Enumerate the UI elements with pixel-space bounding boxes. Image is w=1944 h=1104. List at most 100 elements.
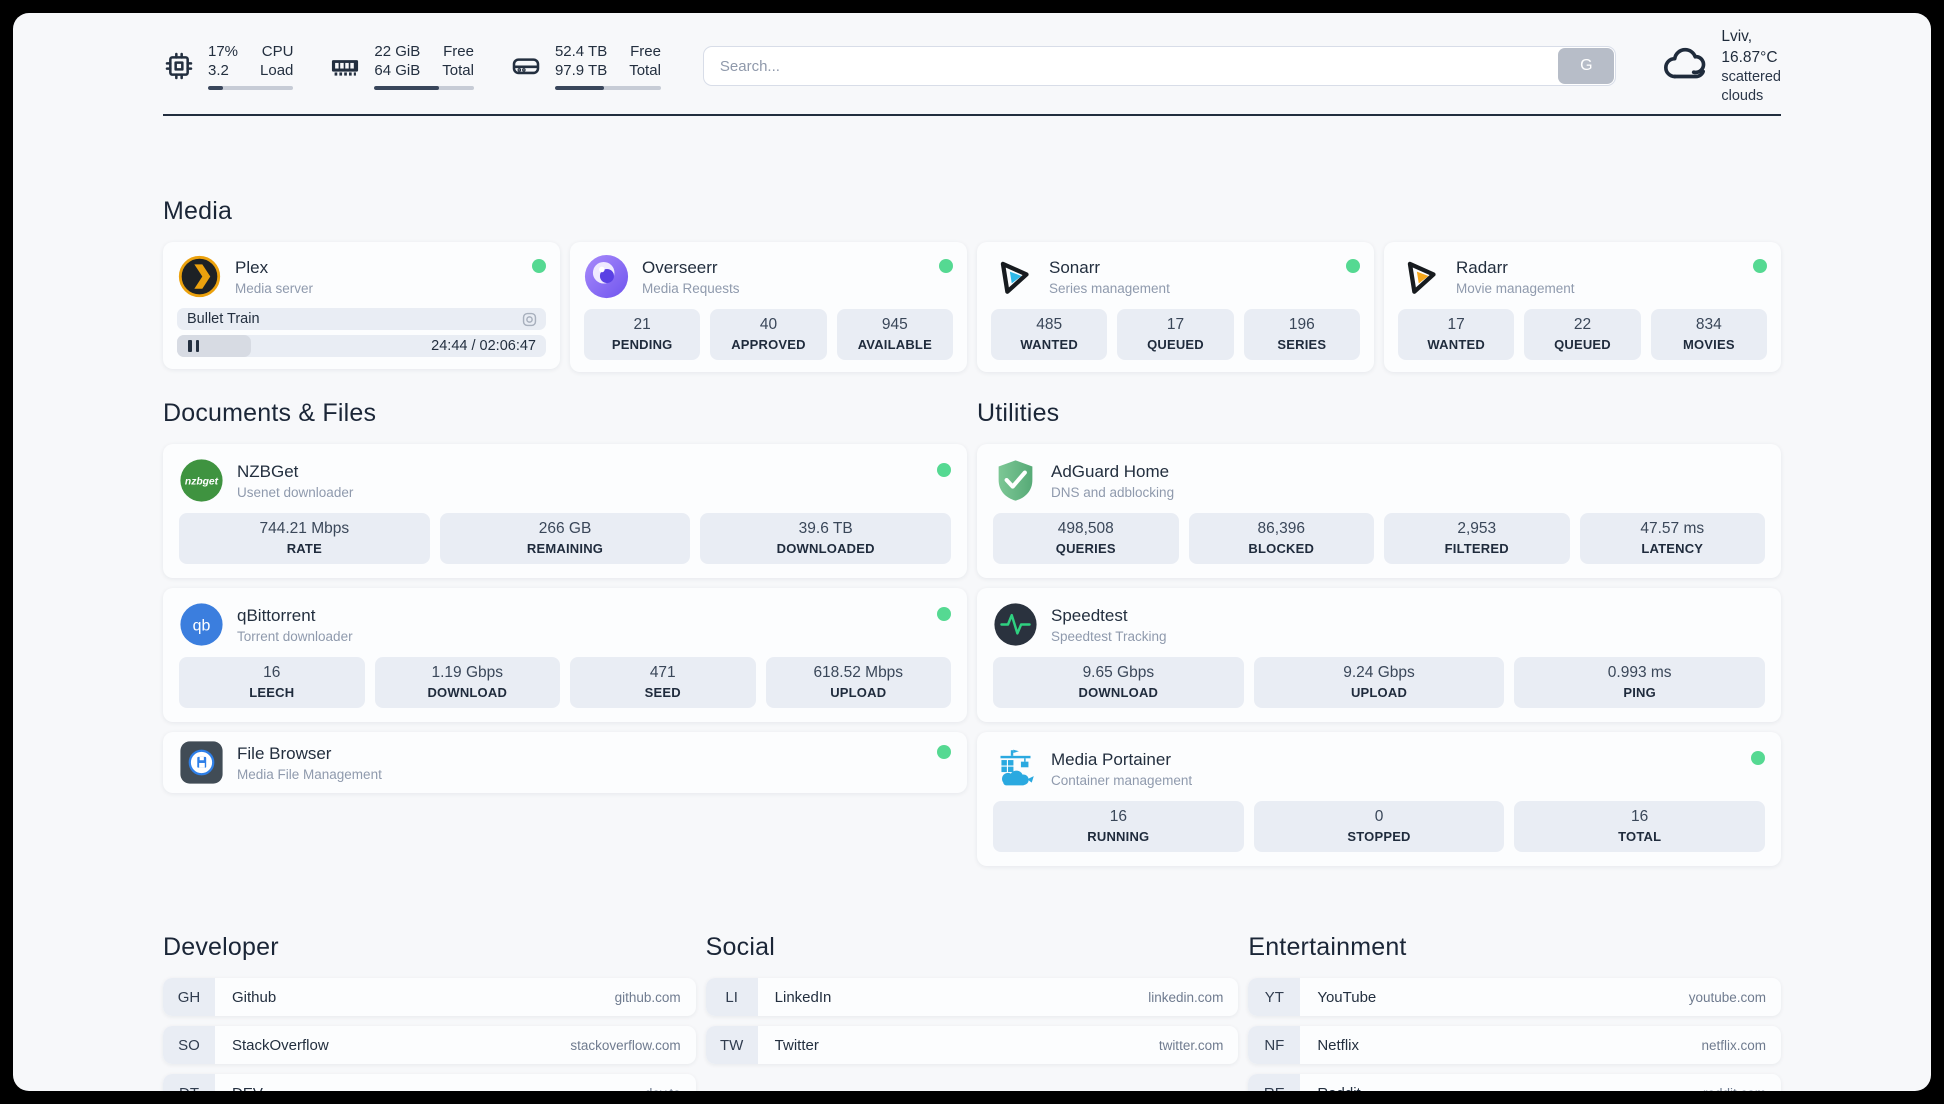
stat-value: 9.65 Gbps <box>1082 664 1155 681</box>
bookmark-stackoverflow[interactable]: SO StackOverflow stackoverflow.com <box>163 1026 696 1064</box>
stat-download: 1.19 Gbps DOWNLOAD <box>374 657 560 708</box>
bookmark-abbr: NF <box>1248 1026 1301 1064</box>
bookmark-twitter[interactable]: TW Twitter twitter.com <box>705 1026 1239 1064</box>
stat-queued: 17 QUEUED <box>1117 309 1234 360</box>
now-playing-progress[interactable]: 24:44 / 02:06:47 <box>177 335 546 357</box>
disk-icon <box>512 58 540 75</box>
app-name: Media Portainer <box>1051 749 1172 769</box>
search-bar: G <box>702 46 1617 86</box>
stat-latency: 47.57 ms LATENCY <box>1579 513 1765 564</box>
bookmark-url: stackoverflow.com <box>570 1037 681 1053</box>
app-name: NZBGet <box>237 461 299 481</box>
bookmark-github[interactable]: GH Github github.com <box>163 978 696 1016</box>
stat-leech: 16 LEECH <box>179 657 365 708</box>
usage-bar-fill <box>554 86 604 90</box>
stat-label: QUEUED <box>1147 337 1204 352</box>
usage-bar-memory <box>374 86 474 90</box>
status-online-dot <box>937 745 951 759</box>
stat-label: Load <box>260 62 294 79</box>
section-title-documents: Documents & Files <box>163 399 377 427</box>
bookmark-name: Twitter <box>774 1036 819 1054</box>
app-name: Sonarr <box>1049 257 1101 277</box>
bookmarks-area: Developer GH Github github.com SO StackOverfl… <box>163 932 1781 1091</box>
stat-value: 86,396 <box>1257 520 1305 537</box>
system-stat-readout-disk: 52.4 TB Free 97.9 TB Total <box>554 42 661 90</box>
app-card-speedtest[interactable]: Speedtest Speedtest Tracking 9.65 Gbps DOWN… <box>977 588 1781 722</box>
stat-value: 618.52 Mbps <box>813 664 904 681</box>
now-playing-time: 24:44 / 02:06:47 <box>431 338 536 354</box>
svg-text:qb: qb <box>193 618 211 635</box>
stat-remaining: 266 GB REMAINING <box>439 513 691 564</box>
app-card-radarr[interactable]: Radarr Movie management 17 WANTED 22 QUEUED 83… <box>1384 242 1781 372</box>
system-stat-memory: 22 GiB Free 64 GiB Total <box>329 42 474 90</box>
app-card-titles: Radarr Movie management <box>1456 258 1575 296</box>
status-online-dot <box>1346 259 1360 273</box>
status-online-dot <box>1753 259 1767 273</box>
app-card-sonarr[interactable]: Sonarr Series management 485 WANTED 17 QUEUED… <box>977 242 1374 372</box>
app-card-overseerr[interactable]: Overseerr Media Requests 21 PENDING 40 APPROV… <box>570 242 967 372</box>
stat-value: 196 <box>1288 316 1315 333</box>
app-card-titles: Media Portainer Container management <box>1051 750 1192 788</box>
app-subtitle: Torrent downloader <box>237 628 353 644</box>
bookmark-url: dev.to <box>645 1086 681 1092</box>
bookmark-dev[interactable]: DT DEV dev.to <box>163 1074 696 1091</box>
app-subtitle: Usenet downloader <box>237 484 354 500</box>
bookmark-name: Github <box>232 988 277 1006</box>
app-name: Overseerr <box>642 257 718 277</box>
stat-series: 196 SERIES <box>1243 309 1360 360</box>
app-subtitle: Series management <box>1049 280 1170 296</box>
section-title-social: Social <box>705 933 775 961</box>
bookmark-netflix[interactable]: NF Netflix netflix.com <box>1248 1026 1781 1064</box>
app-card-titles: Speedtest Speedtest Tracking <box>1051 606 1167 644</box>
app-subtitle: Media server <box>235 280 314 296</box>
nzbget-icon-wrap: nzbget <box>179 458 224 503</box>
app-card-adguard[interactable]: AdGuard Home DNS and adblocking 498,508 QUE… <box>977 444 1781 578</box>
status-online-dot <box>532 259 546 273</box>
system-stat-readout-memory: 22 GiB Free 64 GiB Total <box>374 42 474 90</box>
bookmark-group-social: Social LI LinkedIn linkedin.com TW Twitter twi… <box>705 932 1239 1074</box>
app-card-head: nzbget NZBGet Usenet downloader <box>179 458 951 503</box>
stat-stopped: 0 STOPPED <box>1253 801 1505 852</box>
media-item-icon-wrap <box>521 311 538 328</box>
app-card-qbittorrent[interactable]: qb qBittorrent Torrent downloader 16 LEECH 1.… <box>163 588 967 722</box>
search-engine-button[interactable]: G <box>1558 48 1615 84</box>
app-name: AdGuard Home <box>1051 461 1170 481</box>
app-name: qBittorrent <box>237 605 316 625</box>
stat-label: MOVIES <box>1682 337 1735 352</box>
section-title-utilities: Utilities <box>977 399 1060 427</box>
stat-value: 16 <box>1631 808 1649 825</box>
portainer-icon <box>1000 749 1034 786</box>
stat-row: 16 RUNNING 0 STOPPED 16 TOTAL <box>993 801 1766 852</box>
bookmark-url: linkedin.com <box>1148 989 1224 1005</box>
app-card-nzbget[interactable]: nzbget NZBGet Usenet downloader 744.21 Mbps… <box>163 444 967 578</box>
stat-label: QUERIES <box>1055 541 1116 556</box>
stat-value: 47.57 ms <box>1640 520 1705 537</box>
app-card-plex[interactable]: Plex Media server Bullet Train 24:44 / 02:0… <box>163 242 560 369</box>
stat-label: WANTED <box>1427 337 1485 352</box>
search-input[interactable] <box>702 46 1617 86</box>
stat-blocked: 86,396 BLOCKED <box>1188 513 1374 564</box>
two-column-area: Documents & Files nzbget NZBGet Usenet dow… <box>163 398 1781 876</box>
app-card-filebrowser[interactable]: File Browser Media File Management <box>163 732 967 793</box>
media-item-icon <box>522 312 537 326</box>
stat-label: CPU <box>261 43 294 60</box>
system-stats: 17% CPU 3.2 Load 22 GiB Free 64 GiB Total 52.4 T… <box>163 42 661 90</box>
stat-label: QUEUED <box>1554 337 1611 352</box>
stat-row: 16 LEECH 1.19 Gbps DOWNLOAD 471 SEED 618.52 Mb… <box>179 657 951 708</box>
bookmark-youtube[interactable]: YT YouTube youtube.com <box>1248 978 1781 1016</box>
stat-movies: 834 MOVIES <box>1650 309 1767 360</box>
stat-running: 16 RUNNING <box>993 801 1244 852</box>
app-card-portainer[interactable]: Media Portainer Container management 16 RUN… <box>977 732 1781 866</box>
bookmark-reddit[interactable]: RE Reddit reddit.com <box>1248 1074 1781 1091</box>
header-divider <box>163 114 1781 116</box>
filebrowser-icon <box>180 741 223 784</box>
bookmark-linkedin[interactable]: LI LinkedIn linkedin.com <box>705 978 1239 1016</box>
app-card-head: AdGuard Home DNS and adblocking <box>993 458 1765 503</box>
bookmark-group-developer: Developer GH Github github.com SO StackOverfl… <box>163 932 696 1091</box>
weather-widget: Lviv, 16.87°C scattered clouds <box>1662 26 1781 106</box>
stat-row: 485 WANTED 17 QUEUED 196 SERIES <box>991 309 1360 360</box>
stat-label: FILTERED <box>1444 541 1509 556</box>
stat-value: 744.21 Mbps <box>259 520 350 537</box>
stat-queued: 22 QUEUED <box>1524 309 1641 360</box>
weather-condition: scattered clouds <box>1721 69 1781 104</box>
